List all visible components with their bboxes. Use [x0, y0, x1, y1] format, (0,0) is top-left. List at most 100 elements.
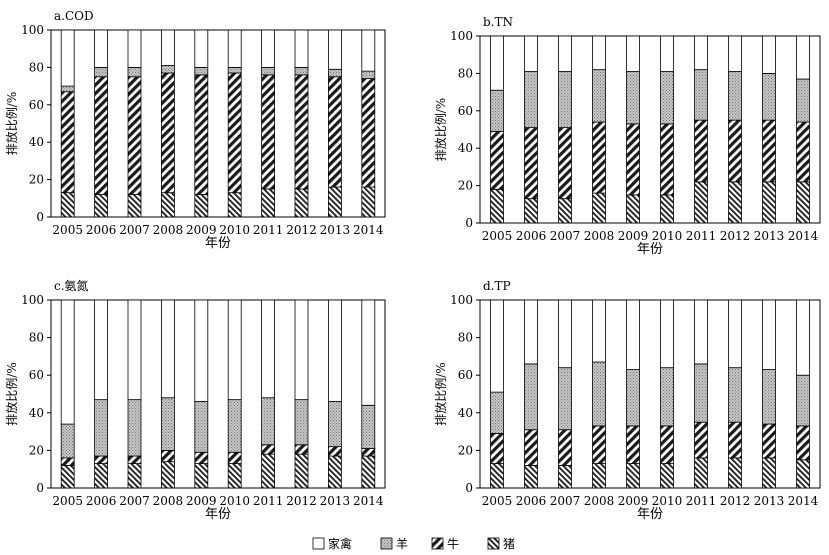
- bar-segment-poultry-2012: [294, 29, 309, 68]
- bar-segment-cattle-2005: [60, 91, 75, 194]
- x-tick-label: 2014: [353, 223, 384, 237]
- bar-segment-poultry-2014: [361, 299, 376, 406]
- bar-segment-sheep-2007: [558, 71, 572, 129]
- bar-segment-pig-2011: [261, 453, 276, 489]
- bar-segment-poultry-2013: [762, 35, 776, 74]
- y-tick-label: 40: [29, 135, 44, 149]
- bar-segment-pig-2010: [660, 194, 674, 224]
- bar-segment-cattle-2014: [361, 448, 376, 457]
- bar-segment-pig-2009: [626, 463, 640, 489]
- bar-segment-sheep-2013: [762, 369, 776, 425]
- bar-segment-pig-2007: [558, 465, 572, 489]
- bar-segment-cattle-2011: [694, 421, 708, 459]
- bar-segment-cattle-2007: [127, 455, 142, 464]
- bar-segment-poultry-2009: [626, 299, 640, 370]
- bar-segment-pig-2014: [796, 181, 810, 224]
- bar-segment-poultry-2008: [592, 299, 606, 363]
- bar-segment-sheep-2014: [361, 70, 376, 80]
- bar-segment-poultry-2012: [728, 299, 742, 369]
- bar-segment-sheep-2009: [194, 401, 209, 453]
- x-tick-label: 2006: [516, 229, 547, 243]
- bar-segment-cattle-2014: [361, 78, 376, 188]
- bar-segment-poultry-2011: [694, 35, 708, 71]
- bar-segment-sheep-2008: [160, 65, 175, 74]
- bar-segment-sheep-2008: [592, 69, 606, 123]
- legend-label-pig: 猪: [503, 537, 515, 551]
- bar-segment-poultry-2010: [660, 35, 674, 72]
- bar-segment-poultry-2006: [524, 35, 538, 72]
- bar-segment-pig-2006: [524, 465, 538, 489]
- y-tick-label: 60: [458, 368, 473, 382]
- chart-title: d.TP: [483, 279, 511, 293]
- bar-segment-cattle-2007: [558, 429, 572, 466]
- bar-segment-pig-2014: [361, 186, 376, 218]
- bar-segment-poultry-2010: [227, 29, 242, 68]
- legend-label-poultry: 家禽: [328, 536, 352, 551]
- bar-segment-cattle-2008: [592, 425, 606, 464]
- x-tick-label: 2006: [86, 494, 117, 508]
- bar-segment-poultry-2009: [626, 35, 640, 72]
- bar-segment-sheep-2011: [694, 363, 708, 423]
- bar-segment-sheep-2009: [626, 369, 640, 427]
- y-tick-label: 100: [21, 23, 44, 37]
- bar-segment-pig-2007: [127, 463, 142, 489]
- bar-segment-cattle-2006: [94, 455, 108, 464]
- bar-segment-pig-2012: [728, 457, 742, 489]
- bar-segment-pig-2009: [626, 194, 640, 224]
- bar-segment-pig-2007: [127, 194, 142, 218]
- y-tick-label: 80: [29, 60, 44, 74]
- bar-segment-cattle-2007: [127, 76, 142, 195]
- bar-segment-cattle-2005: [60, 457, 75, 466]
- x-tick-label: 2007: [550, 229, 581, 243]
- bar-segment-sheep-2006: [94, 399, 108, 457]
- bar-segment-cattle-2006: [94, 76, 108, 195]
- x-tick-label: 2010: [219, 223, 250, 237]
- legend-swatch-sheep: [380, 537, 393, 550]
- bar-segment-poultry-2013: [762, 299, 776, 370]
- bar-segment-cattle-2013: [327, 76, 342, 188]
- bar-segment-poultry-2007: [558, 35, 572, 72]
- bar-segment-sheep-2012: [728, 367, 742, 423]
- bar-segment-sheep-2010: [227, 67, 242, 74]
- y-tick-label: 100: [450, 293, 473, 307]
- bar-segment-pig-2012: [294, 188, 309, 218]
- bar-segment-poultry-2009: [194, 29, 209, 68]
- y-tick-label: 80: [29, 331, 44, 345]
- x-tick-label: 2005: [482, 494, 513, 508]
- x-tick-label: 2008: [153, 223, 184, 237]
- bar-segment-sheep-2013: [327, 68, 342, 78]
- bar-segment-poultry-2005: [490, 299, 504, 393]
- bar-segment-pig-2008: [160, 461, 175, 489]
- bar-segment-sheep-2014: [796, 374, 810, 427]
- bar-segment-cattle-2011: [261, 444, 276, 455]
- x-tick-label: 2013: [320, 223, 351, 237]
- x-tick-label: 2009: [618, 229, 649, 243]
- bar-segment-cattle-2013: [327, 446, 342, 457]
- bar-segment-sheep-2005: [490, 89, 504, 132]
- bar-segment-cattle-2014: [796, 425, 810, 461]
- x-tick-label: 2010: [219, 494, 250, 508]
- legend-swatch-cattle: [431, 537, 444, 550]
- x-tick-label: 2010: [652, 229, 683, 243]
- bar-segment-pig-2010: [660, 463, 674, 489]
- bar-segment-sheep-2010: [660, 367, 674, 427]
- bar-segment-sheep-2013: [762, 73, 776, 121]
- plot-frame: [50, 299, 386, 489]
- bar-segment-pig-2014: [796, 459, 810, 489]
- bar-segment-poultry-2011: [261, 29, 276, 68]
- chart-title: c.氨氮: [54, 278, 89, 293]
- bar-segment-poultry-2006: [94, 299, 108, 401]
- x-tick-label: 2011: [253, 494, 284, 508]
- bar-segment-cattle-2006: [524, 127, 538, 200]
- y-tick-label: 40: [458, 406, 473, 420]
- chart-title: a.COD: [54, 9, 94, 23]
- bar-segment-pig-2006: [524, 198, 538, 224]
- x-tick-label: 2013: [754, 229, 785, 243]
- x-tick-label: 2014: [788, 229, 819, 243]
- y-tick-label: 100: [21, 293, 44, 307]
- bar-segment-pig-2014: [361, 455, 376, 489]
- bar-segment-cattle-2014: [796, 121, 810, 183]
